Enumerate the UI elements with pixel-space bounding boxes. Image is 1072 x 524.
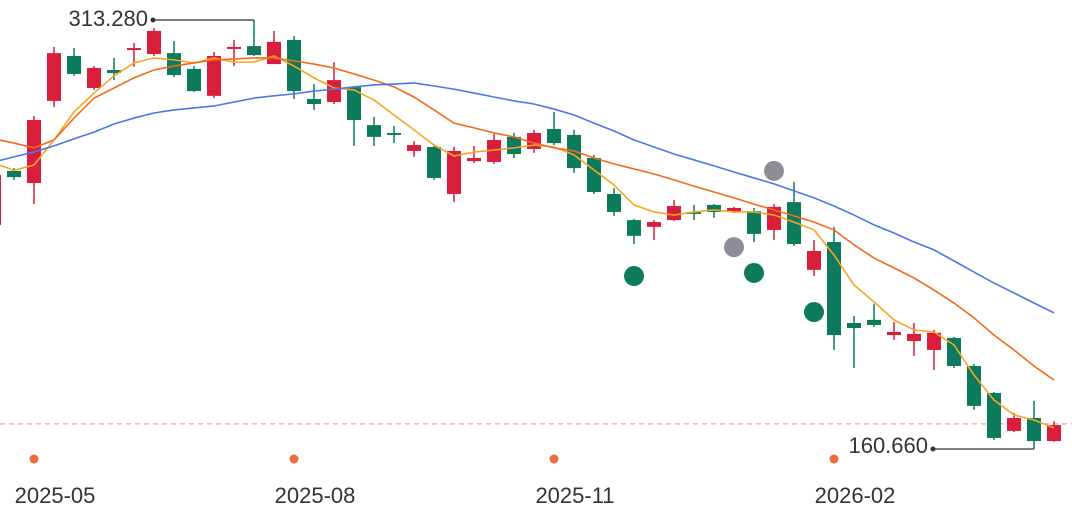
candle-body — [227, 46, 241, 49]
signal-dot — [744, 262, 764, 283]
ma-line — [0, 57, 1055, 381]
x-tick-label: 2025-05 — [15, 483, 96, 508]
date-dot — [29, 454, 39, 464]
signal-dot — [724, 237, 744, 258]
candle-body — [347, 86, 361, 121]
candle-body — [967, 365, 981, 406]
candle-body — [1027, 417, 1041, 442]
candle-body — [667, 206, 681, 221]
candle-body — [467, 157, 481, 162]
candle-body — [947, 337, 961, 366]
candle-body — [807, 251, 821, 270]
candle-body — [507, 136, 521, 155]
candle-body — [607, 193, 621, 212]
candle-body — [647, 222, 661, 227]
candle-body — [187, 68, 201, 92]
candle-body — [1007, 417, 1021, 431]
candle-body — [327, 80, 341, 103]
candle-body — [927, 332, 941, 350]
candle-body — [727, 208, 741, 212]
ma-line — [0, 55, 1055, 429]
x-tick-label: 2025-11 — [535, 483, 614, 508]
signal-dot — [764, 160, 784, 181]
x-tick-label: 2026-02 — [815, 483, 896, 508]
candle-body — [847, 322, 861, 329]
candle-body — [7, 170, 21, 178]
candle-body — [367, 125, 381, 137]
candle-body — [887, 331, 901, 336]
candle-body — [87, 68, 101, 88]
candle-body — [827, 242, 841, 336]
candle-body — [447, 150, 461, 194]
date-dot — [549, 454, 559, 464]
signal-dot — [804, 302, 824, 323]
candle-body — [1047, 425, 1061, 442]
candle-body — [267, 41, 281, 65]
ma-line — [0, 82, 1055, 314]
annotation-label: 313.280 — [68, 6, 148, 31]
candle-body — [67, 55, 81, 74]
candle-body — [487, 139, 501, 162]
candle-body — [767, 206, 781, 230]
date-dot — [829, 454, 839, 464]
candle-body — [587, 157, 601, 192]
candle-body — [207, 55, 221, 96]
candle-body — [867, 319, 881, 325]
candle-body — [47, 53, 61, 101]
candle-body — [427, 147, 441, 178]
candle-body — [687, 211, 701, 214]
candle-body — [787, 202, 801, 244]
annotation-dot — [150, 17, 156, 23]
candle-body — [707, 204, 721, 212]
candle-body — [167, 53, 181, 76]
candle-body — [147, 30, 161, 54]
date-dot — [289, 454, 299, 464]
candle-body — [127, 48, 141, 51]
annotation-label: 160.660 — [848, 433, 928, 458]
candle-body — [407, 145, 421, 151]
candle-body — [0, 174, 1, 225]
candle-body — [547, 129, 561, 144]
candle-body — [107, 69, 121, 74]
candle-body — [247, 46, 261, 56]
candle-body — [387, 132, 401, 135]
candle-body — [747, 211, 761, 234]
annotation-dot — [930, 446, 936, 452]
candle-body — [987, 392, 1001, 438]
candle-body — [307, 98, 321, 105]
x-tick-label: 2025-08 — [275, 483, 356, 508]
candle-body — [627, 220, 641, 236]
signal-dot — [624, 266, 644, 287]
candle-body — [907, 333, 921, 341]
